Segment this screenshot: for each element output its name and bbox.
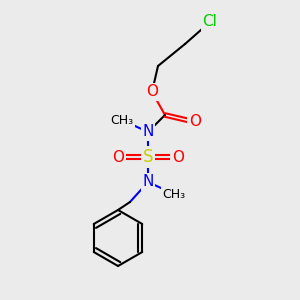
- Text: N: N: [142, 124, 154, 140]
- Text: O: O: [112, 149, 124, 164]
- Text: S: S: [143, 148, 153, 166]
- Text: O: O: [189, 115, 201, 130]
- Text: O: O: [146, 85, 158, 100]
- Text: CH₃: CH₃: [110, 113, 134, 127]
- Text: O: O: [172, 149, 184, 164]
- Text: Cl: Cl: [202, 14, 217, 29]
- Text: N: N: [142, 175, 154, 190]
- Text: CH₃: CH₃: [162, 188, 186, 200]
